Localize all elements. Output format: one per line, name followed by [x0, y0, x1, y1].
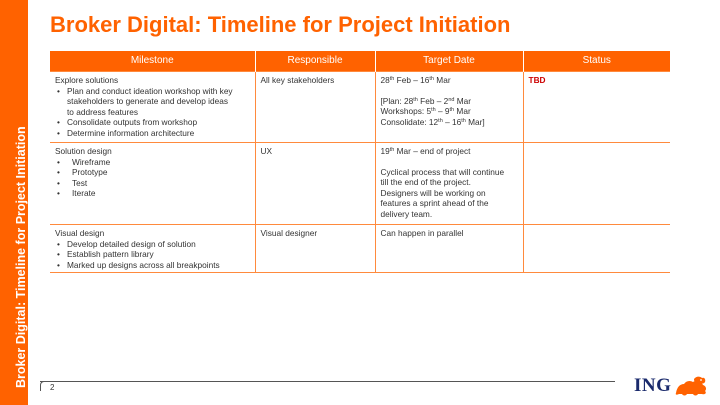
header-status: Status — [523, 51, 670, 72]
header-target-date: Target Date — [375, 51, 524, 72]
list-item: Establish pattern library — [55, 249, 250, 260]
date-range: 28th Feb – 16th Mar — [380, 75, 451, 85]
list-item: Consolidate outputs from workshop — [55, 117, 250, 128]
list-item: Wireframe — [55, 157, 250, 168]
list-item: Marked up designs across all breakpoints — [55, 260, 250, 271]
list-item: Develop detailed design of solution — [55, 239, 250, 250]
date-range: 19th Mar – end of project — [380, 146, 471, 156]
list-item: Iterate — [55, 188, 250, 199]
list-item: Prototype — [55, 167, 250, 178]
table-header-row: Milestone Responsible Target Date Status — [50, 51, 670, 72]
milestone-bullets: Wireframe Prototype Test Iterate — [55, 157, 250, 199]
sidebar-band: Broker Digital: Timeline for Project Ini… — [0, 0, 28, 405]
list-item: Plan and conduct ideation workshop with … — [55, 86, 250, 118]
table-row: Visual design Develop detailed design of… — [50, 224, 670, 273]
date-note: till the end of the project. — [380, 177, 471, 187]
sidebar-title: Broker Digital: Timeline for Project Ini… — [14, 126, 28, 388]
responsible-cell: All key stakeholders — [254, 71, 376, 143]
table-row: Solution design Wireframe Prototype Test… — [50, 142, 670, 225]
milestone-title: Explore solutions — [55, 75, 119, 85]
milestone-title: Solution design — [55, 146, 112, 156]
logo-text: ING — [634, 375, 672, 396]
responsible-cell: UX — [254, 142, 376, 225]
list-item: Test — [55, 178, 250, 189]
date-note: Designers will be working on — [380, 187, 486, 198]
target-date-cell: 19th Mar – end of project Cyclical proce… — [374, 142, 524, 225]
milestone-bullets: Plan and conduct ideation workshop with … — [55, 86, 250, 139]
milestone-cell: Solution design Wireframe Prototype Test… — [50, 142, 256, 225]
date-note: Cyclical process that will continue — [380, 166, 505, 177]
date-note: delivery team. — [380, 208, 433, 219]
table-row: Explore solutions Plan and conduct ideat… — [50, 71, 670, 143]
status-cell — [522, 142, 670, 225]
page-title: Broker Digital: Timeline for Project Ini… — [50, 12, 511, 37]
milestone-cell: Explore solutions Plan and conduct ideat… — [50, 71, 256, 143]
status-cell: TBD — [522, 71, 670, 143]
target-date-cell: 28th Feb – 16th Mar [Plan: 28th Feb – 2n… — [374, 71, 524, 143]
list-item: Determine information architecture — [55, 128, 250, 139]
timeline-table: Milestone Responsible Target Date Status… — [50, 51, 670, 273]
date-consolidate: Consolidate: 12th – 16th Mar] — [380, 116, 485, 127]
header-responsible: Responsible — [255, 51, 376, 72]
footer-divider — [40, 381, 615, 382]
header-milestone: Milestone — [50, 51, 256, 72]
lion-icon — [676, 376, 707, 396]
date-workshops: Workshops: 5th – 9th Mar — [380, 106, 471, 116]
footer-bracket — [40, 381, 46, 391]
target-date-cell: Can happen in parallel — [374, 224, 524, 273]
responsible-cell: Visual designer — [254, 224, 376, 273]
status-badge: TBD — [528, 75, 546, 85]
status-cell — [522, 224, 670, 273]
ing-logo: ING — [634, 374, 708, 398]
date-note: features a sprint ahead of the — [380, 198, 489, 208]
milestone-bullets: Develop detailed design of solution Esta… — [55, 239, 250, 271]
milestone-title: Visual design — [55, 228, 105, 238]
page-number: 2 — [50, 383, 55, 392]
milestone-cell: Visual design Develop detailed design of… — [50, 224, 256, 273]
date-plan: [Plan: 28th Feb – 2nd Mar — [380, 95, 472, 106]
